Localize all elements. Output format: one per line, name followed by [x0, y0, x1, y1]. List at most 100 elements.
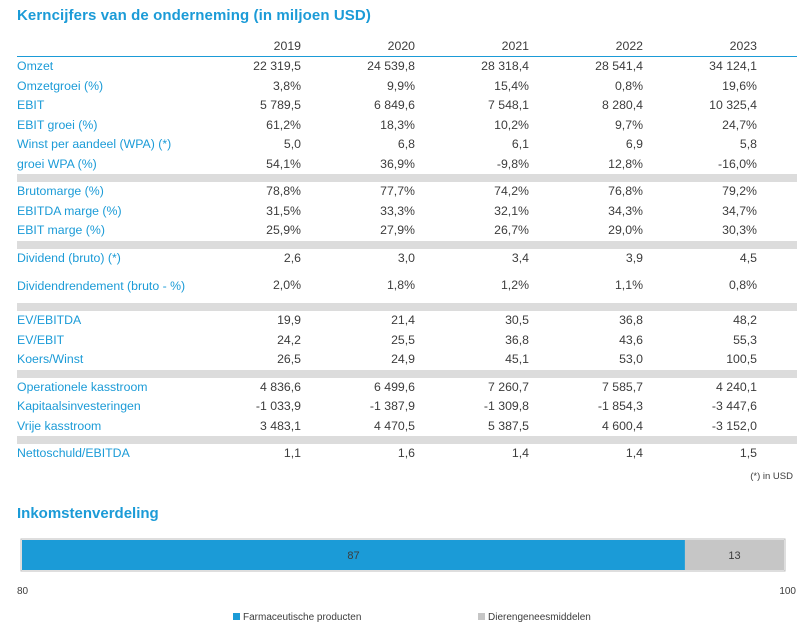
page-title: Kerncijfers van de onderneming (in miljo… — [17, 7, 371, 24]
cell-value: 26,7% — [494, 223, 529, 238]
cell-value: 10 325,4 — [709, 98, 757, 113]
cell-value: 5 387,5 — [487, 418, 529, 433]
cell-value: 33,3% — [380, 203, 415, 218]
separator-bar — [17, 436, 797, 444]
cell-value: 1,1 — [283, 446, 301, 461]
cell-value: -16,0% — [718, 156, 757, 171]
cell-value: 74,2% — [494, 184, 529, 199]
cell-value: 5,8 — [739, 137, 757, 152]
cell-value: 9,7% — [614, 117, 643, 132]
row-label: Operationele kasstroom — [17, 379, 148, 394]
cell-value: 36,8 — [619, 313, 643, 328]
row-label: EBIT groei (%) — [17, 117, 98, 132]
cell-value: 30,3% — [722, 223, 757, 238]
footnote: (*) in USD — [750, 471, 793, 482]
cell-value: -1 033,9 — [255, 399, 301, 414]
cell-value: 4 836,6 — [259, 379, 301, 394]
cell-value: 30,5 — [505, 313, 529, 328]
table-row: Dividend (bruto) (*) 2,6 3,0 3,4 3,9 4,5 — [17, 249, 797, 269]
row-label: EBIT — [17, 98, 45, 113]
cell-value: 18,3% — [380, 117, 415, 132]
year-header: 2020 — [387, 39, 415, 53]
group-separator — [17, 303, 797, 311]
row-label: Brutomarge (%) — [17, 184, 104, 199]
table-row: EBITDA marge (%) 31,5% 33,3% 32,1% 34,3% 34,7… — [17, 202, 797, 222]
cell-value: 24 539,8 — [341, 56, 455, 77]
table-row: EBIT marge (%) 25,9% 27,9% 26,7% 29,0% 30,3% — [17, 221, 797, 241]
cell-value: 2,6 — [283, 250, 301, 265]
cell-value: 0,8% — [614, 78, 643, 93]
group-separator — [17, 369, 797, 378]
cell-value: 36,9% — [380, 156, 415, 171]
cell-value: 5,0 — [283, 137, 301, 152]
table-row: EBIT groei (%) 61,2% 18,3% 10,2% 9,7% 24,7% — [17, 116, 797, 136]
row-label: Dividendrendement (bruto - %) — [17, 278, 186, 293]
cell-value: 76,8% — [608, 184, 643, 199]
cell-value: 1,8% — [386, 278, 415, 292]
cell-value: 31,5% — [266, 203, 301, 218]
cell-value: 4 470,5 — [373, 418, 415, 433]
table-row: EBIT 5 789,5 6 849,6 7 548,1 8 280,4 10 325,4 — [17, 96, 797, 116]
cell-value: 6 499,6 — [373, 379, 415, 394]
cell-value: 34,3% — [608, 203, 643, 218]
cell-value: -1 854,3 — [597, 399, 643, 414]
cell-value: 7 260,7 — [487, 379, 529, 394]
cell-value: 77,7% — [380, 184, 415, 199]
cell-value: 61,2% — [266, 117, 301, 132]
cell-value: 19,9 — [277, 313, 301, 328]
cell-value: 3,4 — [511, 250, 529, 265]
cell-value: 29,0% — [608, 223, 643, 238]
table-row: Kapitaalsinvesteringen -1 033,9 -1 387,9 -1… — [17, 397, 797, 417]
cell-value: 24,7% — [722, 117, 757, 132]
row-label: EV/EBIT — [17, 332, 65, 347]
cell-value: 22 319,5 — [227, 56, 341, 77]
cell-value: 1,2% — [500, 278, 529, 292]
cell-value: 48,2 — [733, 313, 757, 328]
row-label: EBITDA marge (%) — [17, 203, 122, 218]
bar-frame — [20, 538, 786, 572]
cell-value: 1,5 — [739, 446, 757, 461]
year-header: 2019 — [273, 39, 301, 53]
key-figures-table: 2019 2020 2021 2022 2023 Omzet 22 319,5 24… — [17, 37, 797, 464]
cell-value: -1 387,9 — [369, 399, 415, 414]
cell-value: 25,5 — [391, 332, 415, 347]
key-figures-body: Omzet 22 319,5 24 539,8 28 318,4 28 541,4 34 … — [17, 56, 797, 464]
table-row: Omzetgroei (%) 3,8% 9,9% 15,4% 0,8% 19,6% — [17, 77, 797, 97]
row-label: Vrije kasstroom — [17, 418, 102, 433]
year-header: 2023 — [729, 39, 757, 53]
cell-value: 4 240,1 — [715, 379, 757, 394]
cell-value: 8 280,4 — [601, 98, 643, 113]
row-label: Dividend (bruto) (*) — [17, 250, 121, 265]
cell-value: 24,2 — [277, 332, 301, 347]
table-row: EV/EBIT 24,2 25,5 36,8 43,6 55,3 — [17, 331, 797, 351]
label-header — [17, 37, 227, 57]
row-label: Koers/Winst — [17, 352, 84, 367]
cell-value: 5 789,5 — [259, 98, 301, 113]
row-label: groei WPA (%) — [17, 156, 97, 171]
cell-value: 27,9% — [380, 223, 415, 238]
row-label: Winst per aandeel (WPA) (*) — [17, 137, 172, 152]
table-row: groei WPA (%) 54,1% 36,9% -9,8% 12,8% -16,0% — [17, 155, 797, 175]
cell-value: 100,5 — [726, 352, 757, 367]
cell-value: 55,3 — [733, 332, 757, 347]
legend-swatch — [233, 613, 240, 620]
cell-value: 34,7% — [722, 203, 757, 218]
cell-value: 3,8% — [272, 78, 301, 93]
cell-value: -9,8% — [496, 156, 529, 171]
income-distribution-chart: 87 13 80 100 Farmaceutische producten Diereng… — [17, 538, 796, 623]
row-label: Omzetgroei (%) — [17, 78, 104, 93]
row-label: EBIT marge (%) — [17, 223, 105, 238]
cell-value: 24,9 — [391, 352, 415, 367]
legend-swatch — [478, 613, 485, 620]
legend-label: Dierengeneesmiddelen — [488, 612, 591, 623]
cell-value: 25,9% — [266, 223, 301, 238]
cell-value: 7 585,7 — [601, 379, 643, 394]
bar-segment-veterinary — [684, 540, 784, 570]
cell-value: 15,4% — [494, 78, 529, 93]
legend-label: Farmaceutische producten — [243, 612, 361, 623]
cell-value: 28 541,4 — [569, 56, 683, 77]
cell-value: 36,8 — [505, 332, 529, 347]
bar-segment-pharma — [22, 540, 685, 570]
cell-value: 3 483,1 — [259, 418, 301, 433]
table-row: Brutomarge (%) 78,8% 77,7% 74,2% 76,8% 79,2% — [17, 182, 797, 202]
